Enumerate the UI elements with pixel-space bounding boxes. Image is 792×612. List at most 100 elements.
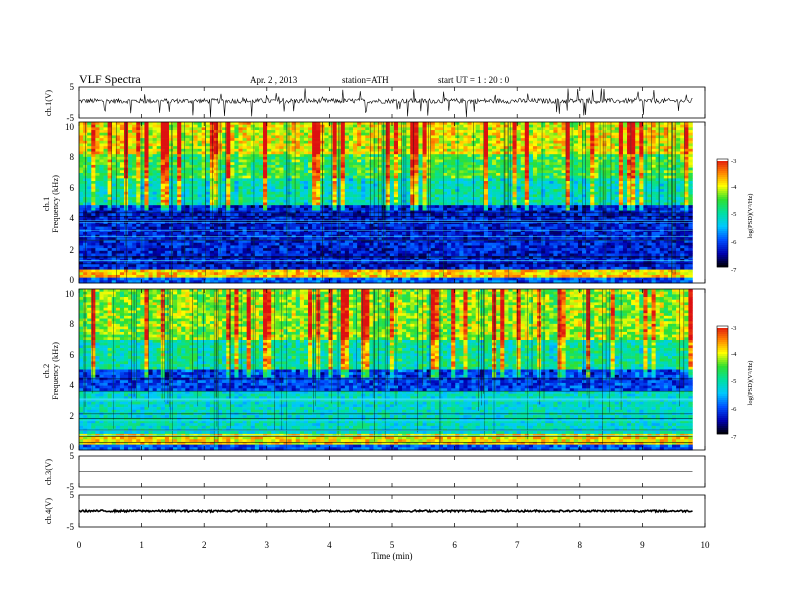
ch1-spec-cell bbox=[295, 202, 301, 206]
ch1-spec-cell bbox=[99, 223, 104, 227]
ch1-spec-cell bbox=[87, 197, 92, 201]
ch1-spec-cell bbox=[173, 199, 178, 203]
ch1-spec-cell bbox=[279, 232, 284, 235]
ch1-spec-cell bbox=[312, 175, 317, 179]
ch1-spec-cell bbox=[303, 242, 309, 246]
ch1-spec-cell bbox=[312, 127, 317, 131]
ch1-spec-cell bbox=[156, 237, 162, 241]
ch1-spec-cell bbox=[168, 175, 174, 179]
ch1-spec-cell bbox=[308, 170, 313, 174]
ch1-spec-cell bbox=[344, 167, 350, 171]
ch1-spec-cell bbox=[242, 132, 247, 136]
ch1-spec-cell bbox=[357, 175, 362, 179]
ch1-spec-cell bbox=[164, 234, 170, 238]
ch1-spec-cell bbox=[385, 194, 391, 198]
ch1-spec-cell bbox=[99, 146, 104, 150]
ch1-spec-cell bbox=[332, 181, 337, 185]
ch1-spec-cell bbox=[365, 138, 370, 142]
ch1-spec-cell bbox=[193, 229, 198, 233]
ch1-spec-cell bbox=[295, 261, 301, 265]
ch1-spec-cell bbox=[393, 164, 399, 168]
ch1-spec-cell bbox=[160, 213, 166, 217]
ch1-spec-cell bbox=[189, 245, 194, 249]
ch1-spec-cell bbox=[291, 199, 297, 203]
ch1-spec-cell bbox=[381, 240, 387, 244]
ch1-spec-cell bbox=[316, 264, 321, 268]
ch1-spec-cell bbox=[332, 199, 337, 203]
ch1-spec-cell bbox=[107, 124, 113, 128]
ch1-spec-cell bbox=[299, 202, 305, 206]
ch1-spec-cell bbox=[361, 253, 366, 257]
ch1-spec-cell bbox=[144, 122, 149, 125]
ch1-spec-cell bbox=[234, 148, 239, 152]
ch1-spec-cell bbox=[324, 186, 329, 190]
ch1-spec-cell bbox=[197, 183, 202, 187]
ch1-spec-cell bbox=[91, 202, 96, 206]
ch1-spec-cell bbox=[111, 151, 117, 155]
ch1-spec-cell bbox=[246, 226, 252, 230]
ch1-spec-cell bbox=[279, 194, 284, 198]
ch1-spec-cell bbox=[271, 130, 276, 134]
ch1-spec-cell bbox=[160, 215, 166, 219]
ch1-spec-cell bbox=[312, 183, 317, 187]
ch1-spec-cell bbox=[222, 205, 227, 209]
ch1-spec-cell bbox=[344, 245, 350, 249]
ch1-spec-cell bbox=[340, 226, 346, 230]
ch1-spec-cell bbox=[205, 162, 211, 166]
ch1-spec-cell bbox=[312, 245, 317, 249]
ch1-spec-cell bbox=[258, 277, 264, 281]
ch1-spec-cell bbox=[128, 250, 133, 254]
ch1-spec-cell bbox=[213, 172, 219, 176]
ch1-spec-cell bbox=[303, 202, 309, 206]
ch1-spec-cell bbox=[132, 199, 137, 203]
ch1-spec-cell bbox=[316, 122, 321, 125]
ch1-spec-cell bbox=[193, 170, 198, 174]
ch1-spec-cell bbox=[250, 232, 256, 235]
ch1-spec-cell bbox=[168, 280, 174, 284]
ch1-spec-cell bbox=[103, 242, 108, 246]
ch1-spec-cell bbox=[201, 210, 207, 214]
ch1-spec-cell bbox=[246, 269, 252, 273]
ch1-spec-cell bbox=[185, 269, 190, 273]
ch1-spec-cell bbox=[213, 202, 219, 206]
ch1-spec-cell bbox=[340, 167, 346, 171]
ch1-spec-cell bbox=[123, 253, 129, 257]
ch1-spec-cell bbox=[254, 232, 260, 235]
ch1-spec-cell bbox=[238, 138, 243, 142]
ch1-spec-cell bbox=[365, 167, 370, 171]
ch1-spec-cell bbox=[308, 154, 313, 158]
ch1-spec-cell bbox=[173, 183, 178, 187]
ch1-spec-cell bbox=[226, 197, 231, 201]
ch1-spec-cell bbox=[271, 264, 276, 268]
ch1-spec-cell bbox=[316, 280, 321, 284]
ch1-spec-cell bbox=[410, 172, 415, 176]
ch1-spec-cell bbox=[119, 256, 125, 260]
ch1-spec-cell bbox=[361, 148, 366, 152]
ch1-spec-cell bbox=[332, 250, 337, 254]
ch1-spec-cell bbox=[361, 226, 366, 230]
ch1-spec-cell bbox=[291, 124, 297, 128]
ch1-spec-cell bbox=[185, 122, 190, 125]
ch1-spec-cell bbox=[164, 269, 170, 273]
ch1-spec-cell bbox=[185, 172, 190, 176]
ch1-spec-cell bbox=[291, 237, 297, 241]
ch1-spec-cell bbox=[275, 256, 280, 260]
ch1-spec-cell bbox=[344, 162, 350, 166]
ch1-spec-cell bbox=[344, 240, 350, 244]
ch1-spec-cell bbox=[144, 280, 149, 284]
ch1-spec-cell bbox=[246, 210, 252, 214]
ch1-spec-cell bbox=[291, 202, 297, 206]
ch1-spec-cell bbox=[79, 240, 84, 244]
ch1-spec-cell bbox=[156, 205, 162, 209]
ch1-spec-cell bbox=[291, 189, 297, 193]
ch1-spec-cell bbox=[308, 277, 313, 281]
ch1-spec-cell bbox=[263, 170, 268, 174]
ch1-spec-cell bbox=[279, 130, 284, 134]
ch1-spec-cell bbox=[361, 130, 366, 134]
ch1-spec-cell bbox=[140, 264, 145, 268]
ch1-spec-cell bbox=[348, 277, 354, 281]
ch1-spec-cell bbox=[222, 167, 227, 171]
ch1-spec-cell bbox=[377, 186, 382, 190]
ch1-spec-cell bbox=[369, 170, 374, 174]
ch1-spec-cell bbox=[205, 124, 211, 128]
